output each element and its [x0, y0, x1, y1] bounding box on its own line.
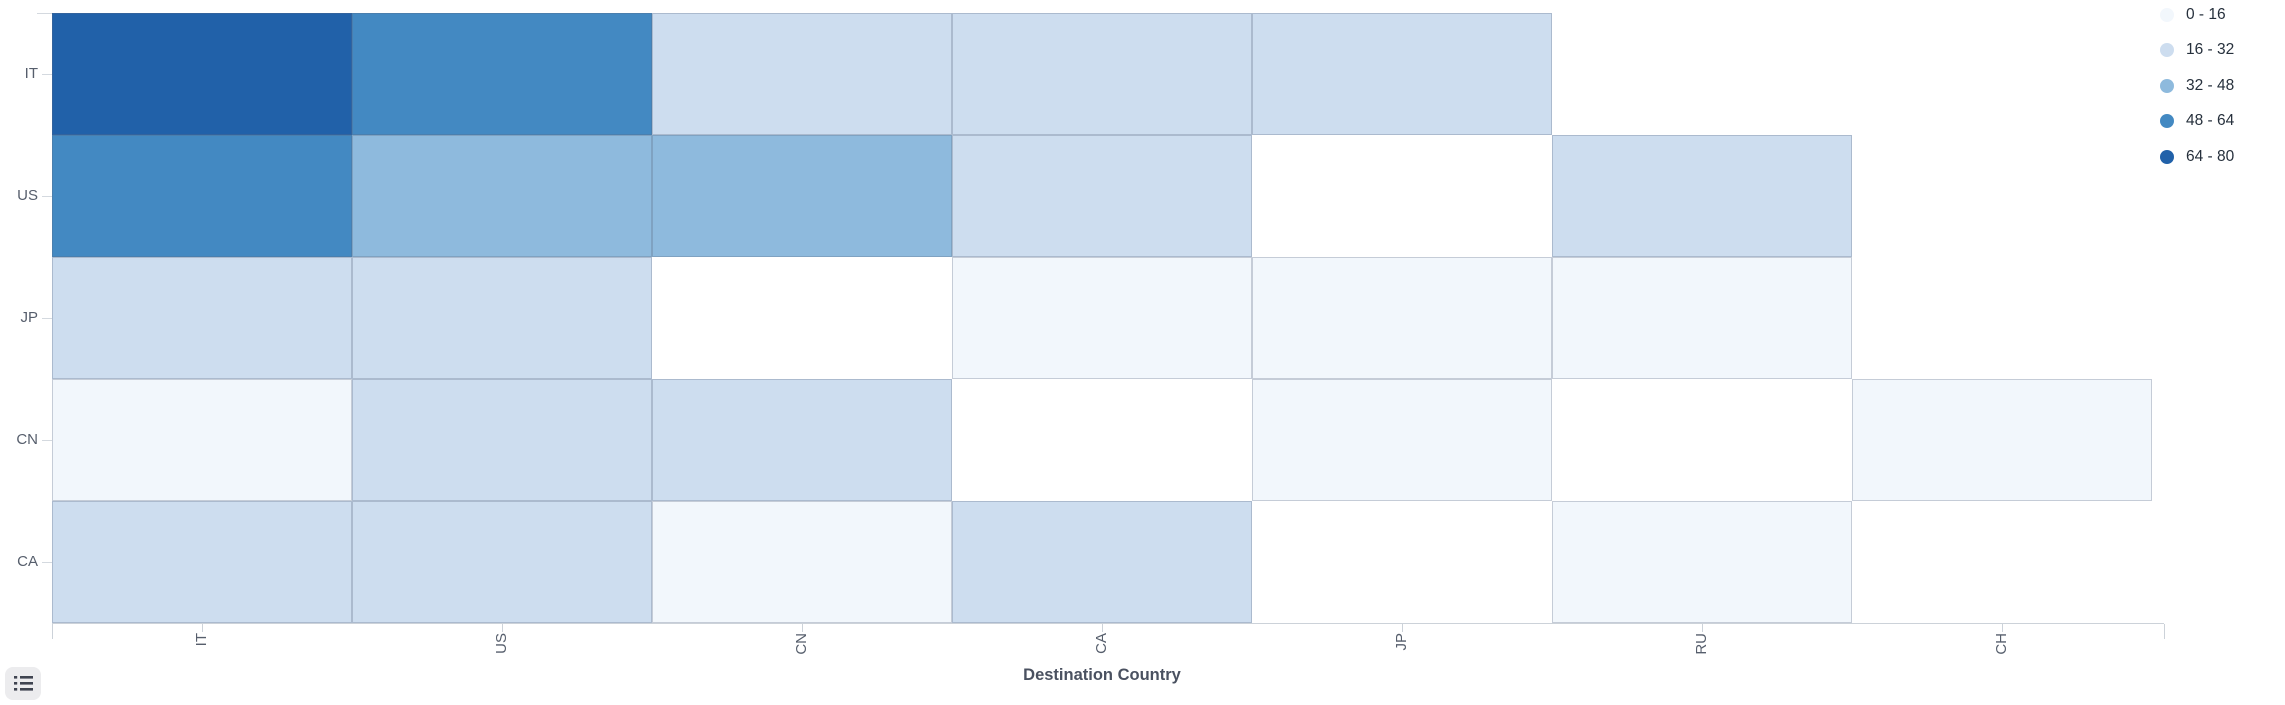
y-axis-tick — [42, 440, 52, 441]
legend-swatch-icon — [2160, 114, 2174, 128]
y-axis-label-IT: IT — [24, 65, 38, 82]
list-icon — [13, 675, 33, 692]
heatmap-cell-US-CA[interactable] — [952, 135, 1252, 257]
heatmap-cell-JP-RU[interactable] — [1552, 257, 1852, 379]
legend-label: 32 - 48 — [2186, 76, 2235, 94]
heatmap-cell-IT-RU — [1552, 13, 1852, 135]
heatmap-cell-CN-JP[interactable] — [1252, 379, 1552, 501]
heatmap-cell-CA-CN[interactable] — [652, 501, 952, 623]
heatmap-cell-IT-IT[interactable] — [52, 13, 352, 135]
y-axis-tick — [42, 74, 52, 75]
legend-swatch-icon — [2160, 149, 2174, 164]
legend-label: 48 - 64 — [2186, 112, 2235, 129]
x-axis-tick — [802, 624, 803, 632]
heatmap-cell-IT-CN[interactable] — [652, 13, 952, 135]
heatmap-cell-IT-JP[interactable] — [1252, 13, 1552, 135]
y-axis-tick — [42, 318, 52, 319]
heatmap-cell-CA-CH — [1852, 501, 2152, 623]
heatmap-cell-JP-CH — [1852, 257, 2152, 379]
heatmap-cell-CN-CH[interactable] — [1852, 379, 2152, 501]
x-axis-title: Destination Country — [1023, 666, 1181, 684]
legend-item[interactable]: 48 - 64 — [2160, 109, 2234, 134]
legend: 0 - 16 16 - 32 32 - 48 48 - 64 64 - 80 — [2160, 2, 2234, 180]
legend-item[interactable]: 16 - 32 — [2160, 38, 2234, 63]
x-axis-end-tick — [2164, 624, 2165, 639]
legend-label: 16 - 32 — [2186, 41, 2235, 58]
heatmap-cell-IT-US[interactable] — [352, 13, 652, 135]
y-axis-tick — [42, 562, 52, 563]
data-view-button[interactable] — [5, 667, 41, 700]
heatmap-cell-US-IT[interactable] — [52, 135, 352, 257]
heatmap-cell-CA-IT[interactable] — [52, 501, 352, 623]
x-axis-line — [52, 623, 2164, 624]
y-axis-label-JP: JP — [20, 309, 38, 326]
heatmap-cell-CA-US[interactable] — [352, 501, 652, 623]
x-axis-label-JP: JP — [1393, 633, 1410, 651]
x-axis-tick — [1402, 624, 1403, 632]
heatmap-cell-CA-RU[interactable] — [1552, 501, 1852, 623]
heatmap-cell-CA-CA[interactable] — [952, 501, 1252, 623]
heatmap-cell-CN-US[interactable] — [352, 379, 652, 501]
x-axis-end-tick — [52, 624, 53, 639]
heatmap-cell-JP-CA[interactable] — [952, 257, 1252, 379]
legend-label: 64 - 80 — [2186, 147, 2235, 165]
heatmap-cell-JP-JP[interactable] — [1252, 257, 1552, 379]
x-axis-label-RU: RU — [1693, 633, 1710, 655]
y-axis-tick — [42, 196, 52, 197]
heatmap-cell-US-CN[interactable] — [652, 135, 952, 257]
y-axis-end-tick — [37, 13, 52, 14]
x-axis-tick — [2002, 624, 2003, 632]
y-axis-label-CA: CA — [17, 553, 38, 570]
legend-swatch-icon — [2160, 78, 2174, 93]
heatmap-cell-US-RU[interactable] — [1552, 135, 1852, 257]
x-axis-tick — [1702, 624, 1703, 632]
heatmap-cell-US-US[interactable] — [352, 135, 652, 257]
heatmap-cell-JP-US[interactable] — [352, 257, 652, 379]
x-axis-label-US: US — [493, 633, 510, 654]
heatmap-cell-CA-JP — [1252, 501, 1552, 623]
heatmap-plot-area — [52, 13, 2152, 623]
x-axis-tick — [502, 624, 503, 632]
legend-item[interactable]: 64 - 80 — [2160, 144, 2234, 169]
x-axis-label-CA: CA — [1093, 633, 1110, 654]
heatmap-cell-US-CH — [1852, 135, 2152, 257]
heatmap-cell-IT-CH — [1852, 13, 2152, 135]
x-axis-label-CH: CH — [1993, 633, 2010, 655]
legend-swatch-icon — [2160, 7, 2174, 22]
x-axis-tick — [1102, 624, 1103, 632]
x-axis-tick — [202, 624, 203, 632]
heatmap-cell-CN-IT[interactable] — [52, 379, 352, 501]
x-axis-label-IT: IT — [193, 633, 210, 647]
y-axis-label-US: US — [17, 187, 38, 204]
legend-label: 0 - 16 — [2186, 5, 2226, 23]
heatmap-cell-JP-IT[interactable] — [52, 257, 352, 379]
legend-item[interactable]: 0 - 16 — [2160, 2, 2234, 27]
heatmap-cell-IT-CA[interactable] — [952, 13, 1252, 135]
heatmap-cell-CN-CA — [952, 379, 1252, 501]
y-axis-label-CN: CN — [16, 431, 38, 448]
heatmap-cell-JP-CN — [652, 257, 952, 379]
heatmap-cell-CN-CN[interactable] — [652, 379, 952, 501]
heatmap-cell-CN-RU — [1552, 379, 1852, 501]
legend-swatch-icon — [2160, 43, 2174, 57]
legend-item[interactable]: 32 - 48 — [2160, 73, 2234, 98]
x-axis-label-CN: CN — [793, 633, 810, 655]
heatmap-cell-US-JP — [1252, 135, 1552, 257]
